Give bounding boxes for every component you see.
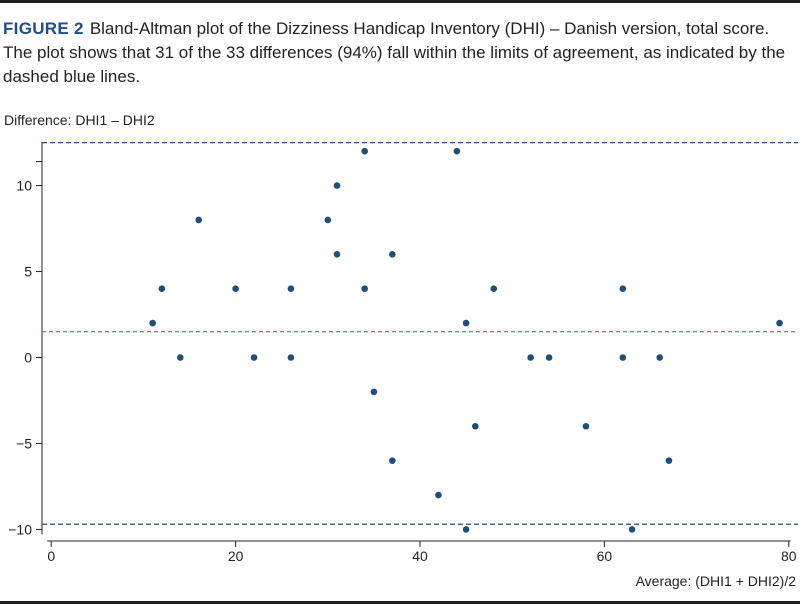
data-point [232, 285, 239, 293]
data-point [361, 285, 368, 293]
data-point [149, 319, 156, 327]
data-point [158, 285, 166, 293]
data-point [472, 422, 479, 430]
y-tick-label: −10 [8, 521, 32, 537]
y-axis-title: Difference: DHI1 – DHI2 [4, 112, 155, 128]
data-point [619, 354, 627, 361]
data-point [619, 285, 627, 293]
data-point [490, 285, 498, 293]
data-point [333, 251, 341, 258]
y-tick-label: 10 [16, 178, 32, 194]
data-point [176, 354, 184, 361]
data-point [545, 354, 553, 361]
data-point [370, 388, 378, 396]
data-point [361, 147, 368, 155]
data-point [389, 251, 396, 258]
data-point [582, 422, 590, 430]
axes: −10 −5 0 5 10 0 20 40 60 80 [8, 142, 797, 564]
data-point [776, 319, 783, 327]
top-rule [0, 0, 800, 3]
figure-caption: FIGURE 2 Bland-Altman plot of the Dizzine… [3, 17, 793, 89]
x-tick-label: 80 [781, 548, 797, 564]
y-tick-label: −5 [16, 435, 32, 451]
data-point [628, 526, 636, 533]
data-point [324, 216, 332, 224]
data-point [462, 319, 470, 327]
data-point [435, 491, 442, 499]
x-tick-label: 60 [597, 548, 613, 564]
y-tick-label: 0 [24, 349, 32, 365]
x-tick-label: 40 [412, 548, 428, 564]
data-point [287, 354, 295, 361]
data-point [656, 354, 664, 361]
y-tick-label: 5 [24, 264, 32, 280]
data-point [453, 147, 461, 155]
data-points [149, 147, 783, 533]
data-point [527, 354, 534, 361]
data-point [195, 216, 203, 224]
caption-text: Bland-Altman plot of the Dizziness Handi… [3, 19, 786, 86]
figure-label: FIGURE 2 [3, 19, 84, 38]
reference-lines [42, 141, 798, 525]
x-axis-title: Average: (DHI1 + DHI2)/2 [636, 573, 797, 589]
data-point [250, 354, 258, 361]
x-tick-label: 20 [228, 548, 244, 564]
bottom-rule [0, 601, 800, 604]
data-point [462, 526, 470, 533]
x-tick-label: 0 [47, 548, 55, 564]
data-point [333, 182, 341, 189]
data-point [389, 457, 396, 464]
data-point [665, 457, 673, 464]
data-point [287, 285, 295, 293]
